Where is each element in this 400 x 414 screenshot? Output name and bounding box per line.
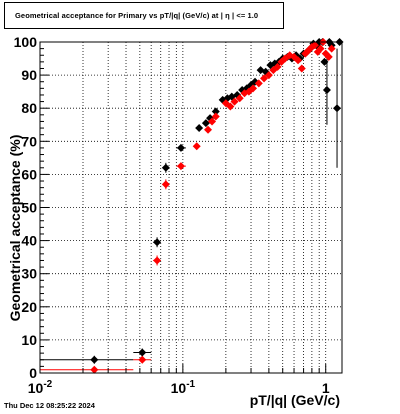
- y-tick-label: 20: [21, 299, 37, 315]
- data-point: [153, 238, 162, 247]
- y-tick-label: 30: [21, 266, 37, 282]
- data-point: [138, 355, 147, 364]
- chart-title: Geometrical acceptance for Primary vs pT…: [4, 2, 284, 29]
- axis-ticks: [39, 41, 327, 374]
- data-point: [324, 52, 333, 61]
- data-point: [249, 84, 258, 93]
- y-tick-label: 60: [21, 166, 37, 182]
- error-bars: [40, 48, 338, 373]
- grid-lines: [40, 42, 342, 373]
- data-point: [294, 56, 303, 65]
- data-point: [90, 365, 99, 374]
- y-tick-label: 90: [21, 67, 37, 83]
- data-point: [153, 256, 162, 265]
- data-point: [273, 62, 282, 71]
- data-point: [230, 97, 239, 106]
- data-point: [254, 79, 263, 88]
- data-point: [201, 119, 210, 128]
- footer-date: Thu Dec 12 08:25:22 2024: [4, 401, 95, 410]
- data-point: [333, 104, 342, 113]
- y-tick-label: 80: [21, 100, 37, 116]
- data-point: [204, 125, 213, 134]
- y-tick-label: 70: [21, 133, 37, 149]
- data-point: [176, 143, 185, 152]
- data-point: [138, 348, 147, 357]
- y-tick-label: 100: [14, 34, 38, 50]
- data-point: [297, 64, 306, 73]
- data-point: [211, 107, 220, 116]
- data-point: [161, 180, 170, 189]
- data-point: [316, 44, 325, 53]
- data-point: [260, 74, 269, 83]
- y-tick-label: 50: [21, 200, 37, 216]
- data-point: [264, 71, 273, 80]
- x-axis-label: pT/|q| (GeV/c): [250, 392, 340, 408]
- data-point: [90, 355, 99, 364]
- data-point: [211, 112, 220, 121]
- data-point: [208, 117, 217, 126]
- x-tick-labels: 10-2 10-1 1: [28, 379, 330, 396]
- data-point: [327, 44, 336, 53]
- y-tick-label: 0: [29, 365, 37, 381]
- data-point: [226, 102, 235, 111]
- y-axis-label: Geometrical acceptance (%): [7, 135, 23, 322]
- data-point: [310, 41, 319, 50]
- data-point: [192, 142, 201, 151]
- x-tick-label: 1: [322, 380, 330, 396]
- y-tick-labels: 0 10 20 30 40 50 60 70 80 90 100: [14, 34, 38, 381]
- data-point: [161, 163, 170, 172]
- y-tick-label: 10: [21, 332, 37, 348]
- data-point: [235, 94, 244, 103]
- data-markers: [90, 38, 344, 374]
- data-point: [320, 57, 329, 66]
- data-point: [195, 124, 204, 133]
- x-tick-label: 10-2: [28, 379, 53, 396]
- y-tick-label: 40: [21, 233, 37, 249]
- x-tick-label: 10-1: [171, 379, 196, 396]
- data-point: [322, 85, 331, 94]
- data-point: [176, 162, 185, 171]
